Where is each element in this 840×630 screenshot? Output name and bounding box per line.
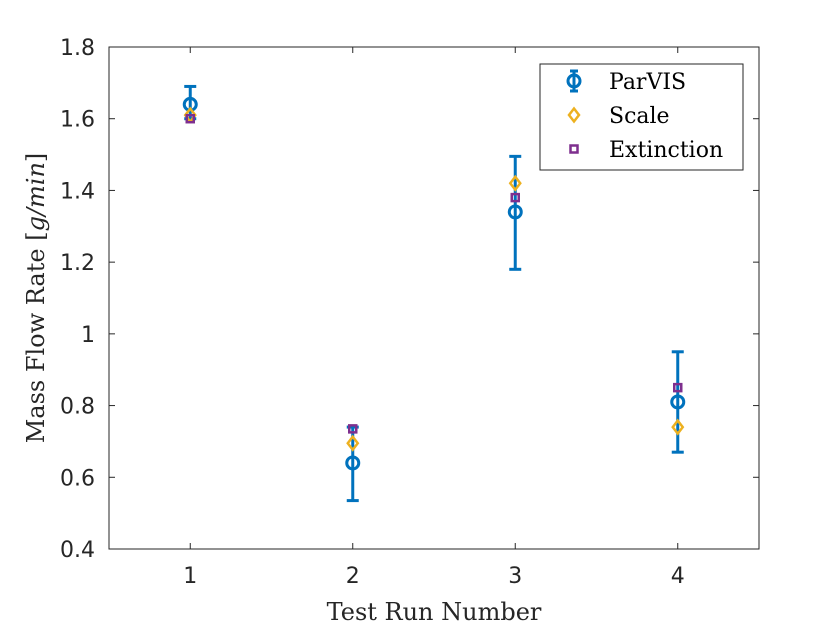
x-tick-label: 3 — [508, 564, 522, 589]
y-tick-label: 1.6 — [60, 108, 95, 133]
x-tick-label: 2 — [346, 564, 360, 589]
legend-marker-extinction — [569, 144, 579, 154]
y-tick-label: 1.4 — [60, 179, 95, 204]
y-tick-label: 0.8 — [60, 395, 95, 420]
y-tick-label: 0.4 — [60, 538, 95, 563]
data-point-extinction — [185, 113, 195, 124]
x-tick-label: 1 — [183, 564, 197, 589]
y-axis-label: Mass Flow Rate [g/min] — [22, 153, 50, 444]
data-point-scale — [508, 174, 522, 192]
y-tick-label: 0.6 — [60, 466, 95, 491]
y-tick-label: 1.8 — [60, 36, 95, 61]
legend-label-extinction: Extinction — [609, 138, 723, 163]
x-axis-label: Test Run Number — [327, 598, 542, 626]
legend-label-parvis: ParVIS — [609, 70, 686, 95]
legend-marker-scale — [567, 106, 581, 124]
data-point-scale — [346, 434, 360, 452]
data-point-parvis — [507, 204, 523, 220]
y-tick-label: 1.2 — [60, 251, 95, 276]
x-axis: 1 2 3 4 — [183, 47, 685, 589]
data-point-scale — [671, 418, 685, 436]
data-point-extinction — [673, 382, 683, 393]
y-axis: 0.4 0.6 0.8 1 1.2 1.4 1.6 1.8 — [60, 36, 759, 563]
data-marks — [182, 84, 686, 503]
y-tick-label: 1 — [81, 323, 95, 348]
legend-marker-parvis — [566, 73, 582, 89]
data-point-parvis — [670, 394, 686, 410]
data-point-parvis — [345, 455, 361, 471]
legend-label-scale: Scale — [609, 104, 670, 129]
legend: ParVIS Scale Extinction — [539, 63, 744, 171]
x-tick-label: 4 — [671, 564, 685, 589]
data-point-extinction — [348, 424, 358, 434]
data-point-extinction — [510, 192, 520, 203]
